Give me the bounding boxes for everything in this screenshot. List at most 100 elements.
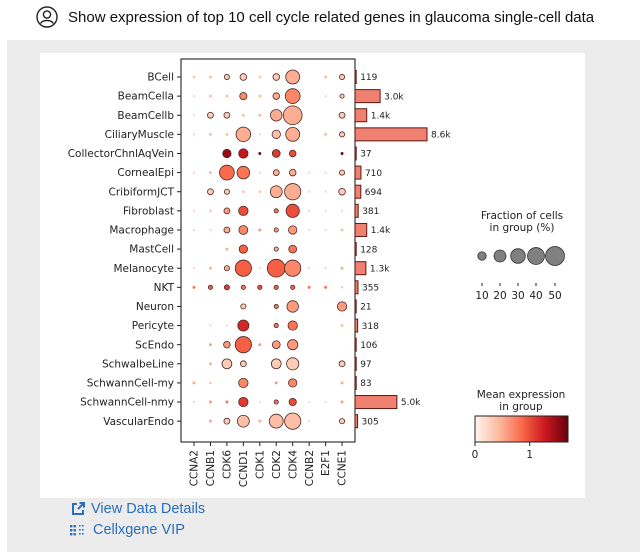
dot (240, 284, 246, 290)
count-bar (354, 375, 357, 390)
size-legend-dot (493, 249, 507, 263)
size-legend-subtitle: in group (%) (490, 222, 555, 234)
dot (284, 88, 301, 104)
dot (192, 267, 196, 270)
dot (241, 113, 245, 117)
dot (223, 188, 230, 195)
dot (272, 73, 280, 81)
x-tick-label: CCNB1 (205, 450, 217, 486)
dot (237, 414, 250, 428)
dot (340, 324, 344, 328)
dot (238, 205, 249, 216)
dot (208, 171, 212, 175)
count-label: 305 (362, 417, 379, 427)
dot (340, 381, 344, 385)
count-label: 3.0k (384, 92, 404, 102)
count-label: 710 (365, 169, 382, 179)
user-icon (36, 6, 58, 28)
dot (258, 113, 262, 117)
dot (225, 400, 229, 404)
y-tick-label: VascularEndo (103, 416, 174, 428)
dot (208, 132, 212, 136)
dot (287, 339, 299, 351)
count-bar (354, 280, 359, 295)
count-label: 8.6k (431, 131, 451, 141)
dot (324, 209, 327, 212)
dot (340, 400, 344, 404)
dot (258, 75, 262, 79)
dot (284, 259, 302, 277)
y-tick-label: SchwalbeLine (102, 358, 174, 370)
external-link-icon (72, 502, 85, 515)
dot (284, 183, 302, 201)
dot (192, 95, 196, 98)
dot (258, 190, 262, 194)
dot (273, 323, 279, 329)
dot (282, 105, 303, 126)
dot (308, 171, 311, 174)
dot (192, 209, 196, 212)
count-bar (354, 299, 357, 314)
size-legend-dot (510, 248, 526, 264)
x-tick-label: CDK4 (287, 450, 299, 479)
size-legend-dot (477, 251, 487, 261)
dot (324, 400, 327, 404)
dot (324, 75, 328, 79)
dot (339, 131, 346, 138)
dot (266, 258, 286, 278)
count-label: 37 (360, 150, 371, 160)
dot (239, 73, 248, 81)
dot (338, 187, 346, 196)
dot (208, 343, 212, 347)
count-bar (354, 242, 357, 257)
dot (208, 209, 212, 213)
dot (271, 149, 281, 158)
colorbar-tick-label: 1 (526, 449, 533, 461)
dot (223, 265, 230, 272)
dot (236, 165, 251, 180)
count-bar (354, 395, 398, 410)
x-tick-label: CCND1 (238, 450, 250, 487)
dot (273, 399, 279, 405)
y-tick-label: BCell (147, 72, 174, 84)
dot (273, 284, 279, 290)
dot (340, 228, 344, 232)
x-tick-label: E2F1 (320, 450, 332, 476)
count-bar (354, 146, 357, 161)
dot (308, 228, 311, 232)
dot (258, 400, 261, 404)
dot (339, 169, 346, 176)
dot (258, 171, 261, 174)
count-label: 1.3k (370, 264, 390, 274)
size-legend-label: 10 (475, 290, 488, 302)
dot (308, 190, 311, 193)
dot (258, 151, 262, 155)
dot (336, 301, 348, 312)
count-bar (354, 261, 367, 276)
dot (223, 207, 231, 215)
count-bar (354, 89, 381, 104)
count-label: 97 (360, 360, 371, 370)
dot (223, 417, 231, 425)
count-label: 1.4k (371, 111, 391, 121)
y-tick-label: Fibroblast (123, 205, 174, 217)
dot (258, 133, 261, 136)
dot (339, 418, 346, 425)
dot (284, 412, 302, 430)
dot (270, 358, 282, 370)
dot (238, 244, 248, 254)
count-bar (354, 222, 368, 237)
color-legend-subtitle: in group (499, 401, 543, 413)
view-data-details-link[interactable]: View Data Details (70, 501, 205, 517)
count-bar (354, 127, 428, 142)
dot (238, 396, 249, 408)
dot (192, 75, 196, 79)
dot (324, 190, 327, 193)
count-label: 83 (360, 379, 371, 389)
dot (225, 94, 229, 98)
dot (240, 303, 247, 310)
size-legend-label: 30 (511, 290, 524, 302)
dot (257, 284, 263, 290)
cellxgene-vip-link[interactable]: Cellxgene VIP (70, 522, 185, 538)
colorbar-tick-label: 0 (472, 449, 479, 461)
